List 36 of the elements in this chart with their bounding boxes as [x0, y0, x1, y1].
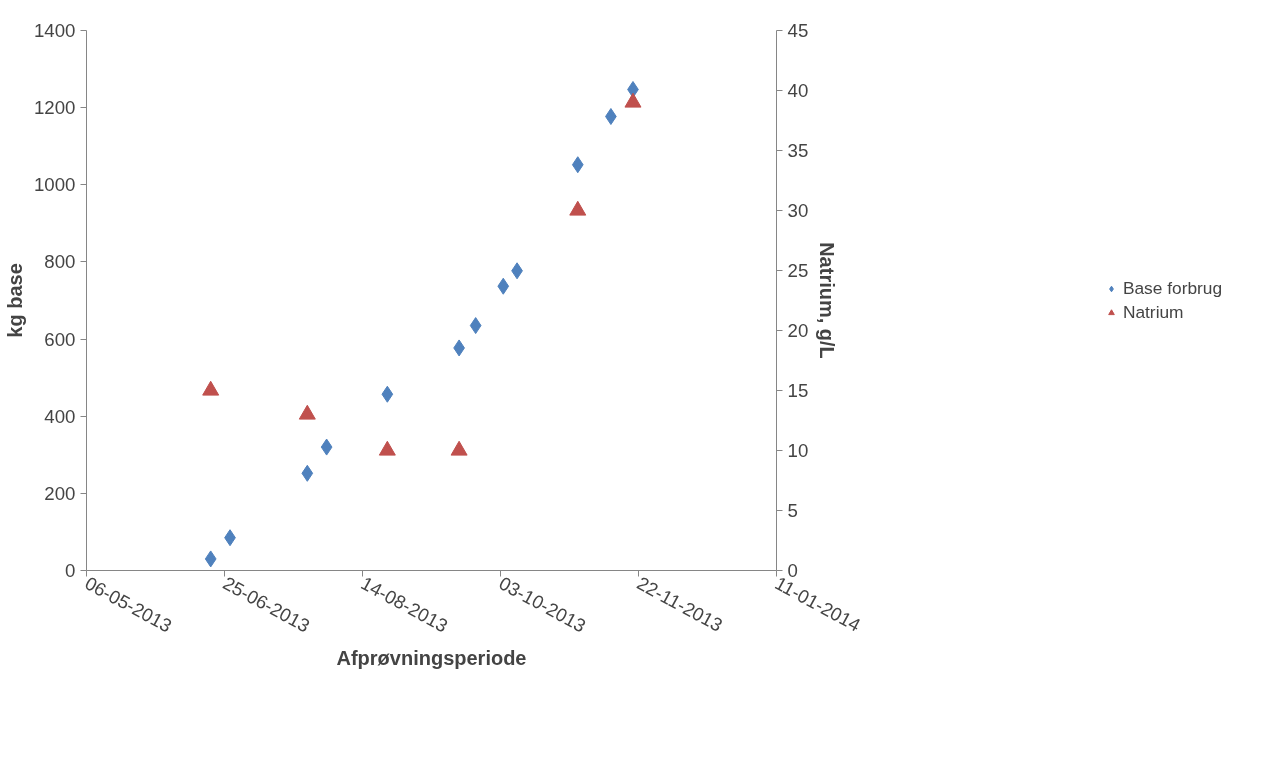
legend-label: Base forbrug: [1122, 277, 1223, 299]
point: [450, 440, 468, 456]
y-tick-label: 0: [65, 560, 76, 581]
point: [202, 380, 220, 396]
y-tick-label: 1400: [34, 20, 76, 41]
x-axis-title: Afprøvningsperiode: [336, 646, 527, 669]
y2-tick-label: 15: [787, 380, 809, 401]
y2-tick-label: 25: [787, 260, 809, 281]
y2-tick-label: 20: [787, 320, 809, 341]
y-tick-label: 1200: [34, 97, 76, 119]
legend-label: Natrium: [1122, 301, 1184, 323]
point: [497, 277, 510, 295]
point: [624, 92, 642, 108]
y2-tick-label: 0: [787, 560, 798, 581]
y2-tick-label: 40: [787, 80, 809, 101]
point: [301, 464, 314, 482]
point: [571, 156, 584, 174]
y-tick-label: 600: [44, 328, 76, 350]
y-tick-label: 1000: [34, 174, 76, 196]
y-tick-label: 200: [44, 482, 76, 504]
y2-tick-label: 10: [787, 440, 809, 461]
point: [298, 404, 316, 420]
y2-axis-title: Natrium, g/L: [816, 242, 839, 359]
point: [569, 200, 587, 216]
point: [378, 440, 396, 456]
y2-tick-label: 35: [787, 140, 809, 161]
y2-tick-label: 45: [787, 20, 809, 41]
y-tick-label: 800: [44, 251, 76, 273]
point: [381, 385, 394, 403]
y-axis-title: kg base: [4, 263, 26, 338]
y2-tick-label: 5: [787, 500, 798, 521]
y-tick-label: 400: [44, 405, 76, 427]
y2-tick-label: 30: [787, 200, 809, 221]
point: [204, 550, 217, 568]
point: [320, 438, 333, 456]
point: [469, 317, 482, 335]
